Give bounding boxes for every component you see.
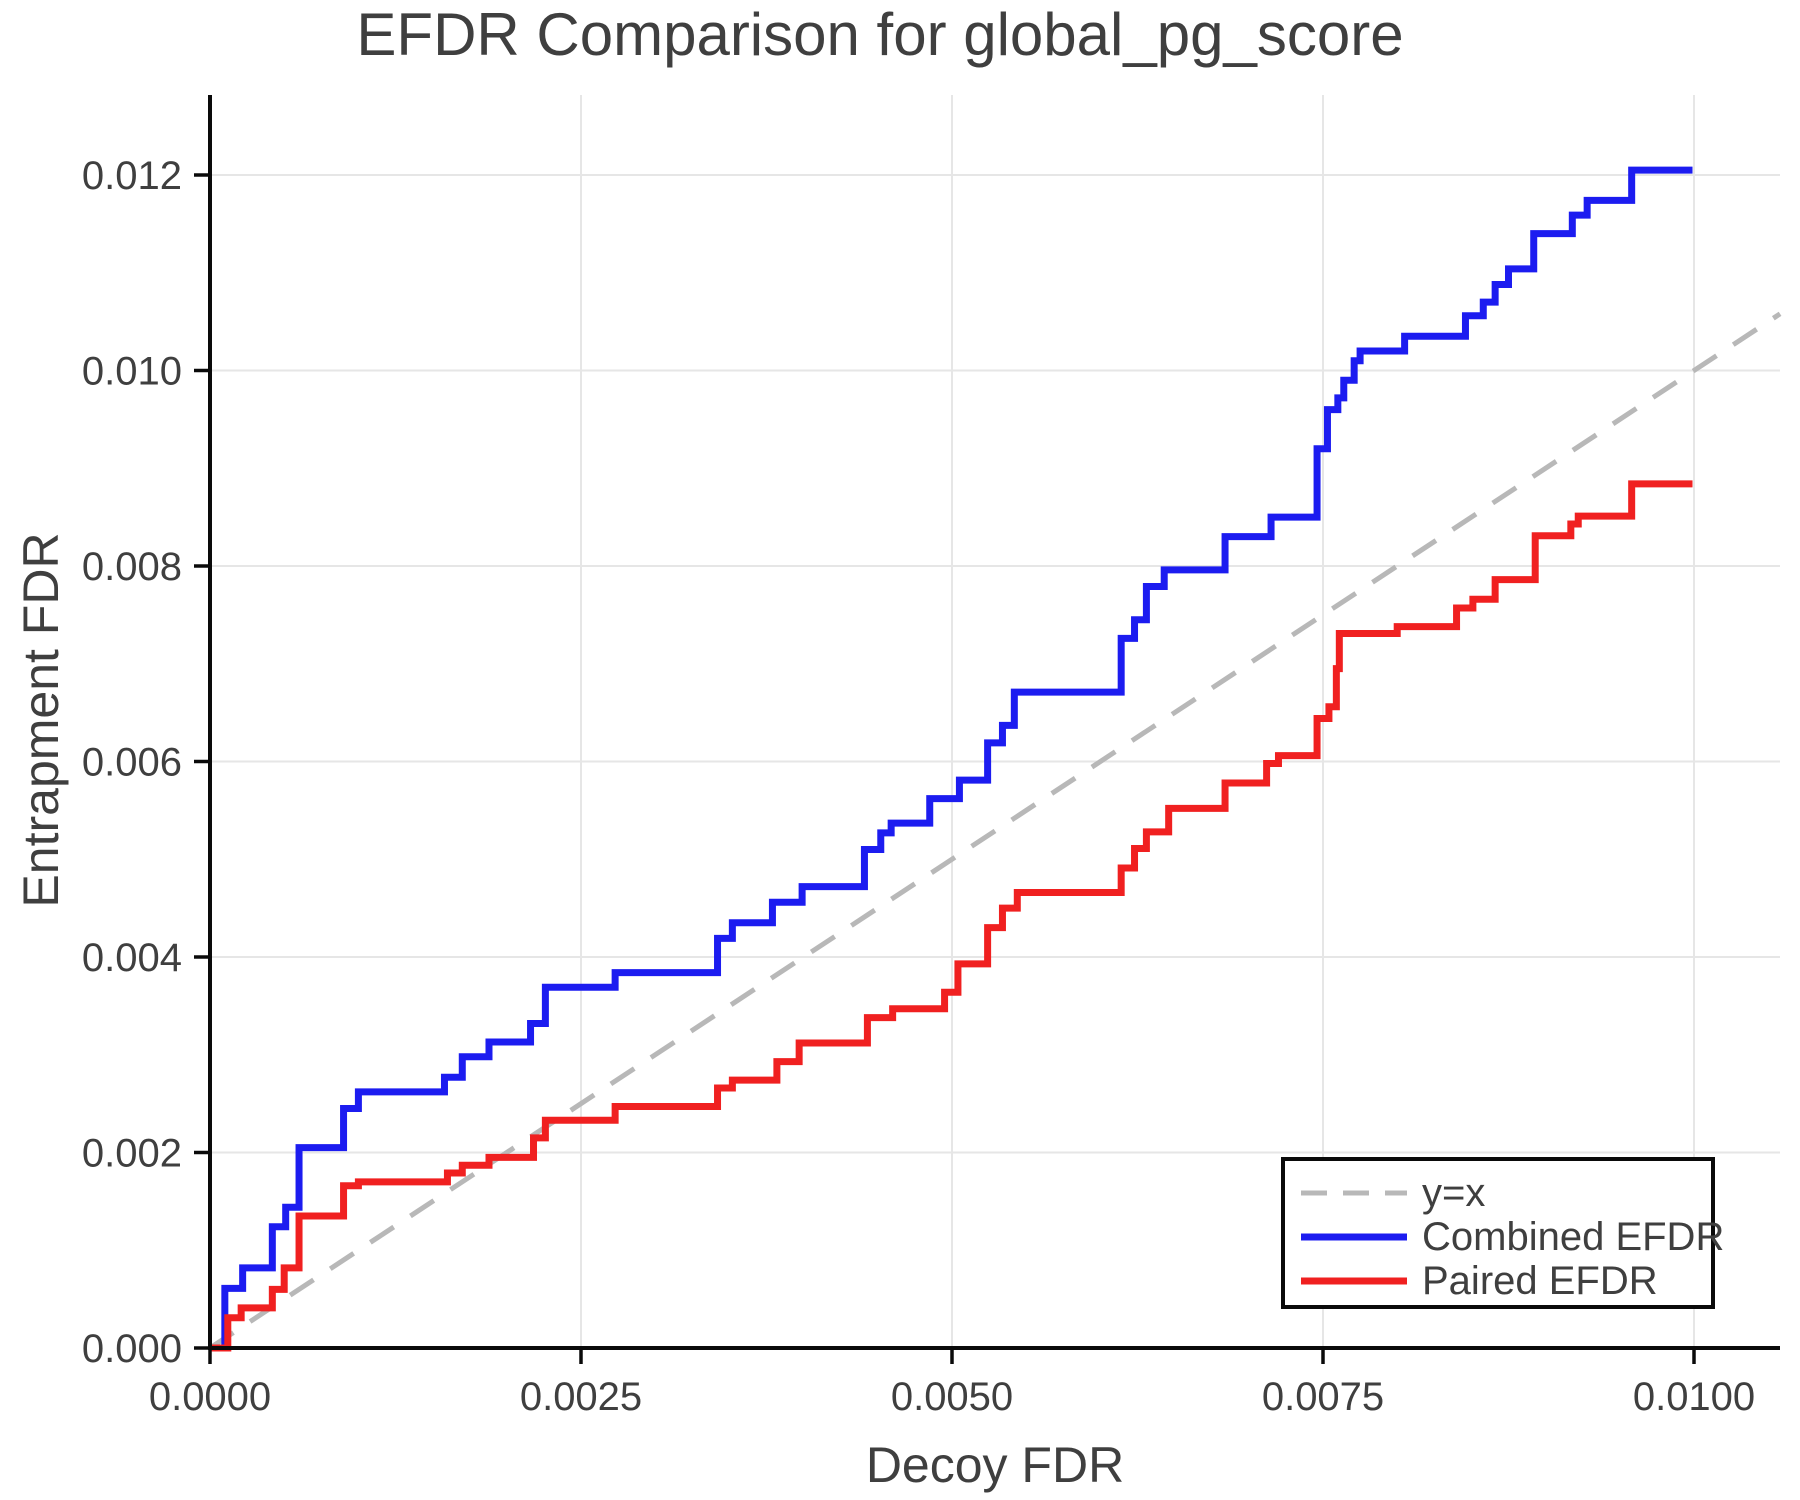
series-combined-efdr: [210, 166, 1693, 1352]
y-tick-label: 0.012: [82, 154, 182, 198]
series-y-x: [208, 311, 1782, 1351]
legend-item-combined: Combined EFDR: [1301, 1215, 1724, 1259]
y-tick-label: 0.002: [82, 1132, 182, 1176]
y-tick-label: 0.010: [82, 350, 182, 394]
y-tick-label: 0.004: [82, 936, 182, 980]
legend-label-paired: Paired EFDR: [1422, 1259, 1658, 1303]
chart-title: EFDR Comparison for global_pg_score: [356, 1, 1403, 68]
legend: y=x Combined EFDR Paired EFDR: [1281, 1157, 1724, 1309]
y-tick-label: 0.008: [82, 545, 182, 589]
x-tick-label: 0.0050: [891, 1375, 1013, 1419]
series-paired-efdr: [210, 480, 1693, 1352]
gridlines: [210, 95, 1780, 1348]
axes-spines: [208, 95, 1780, 1350]
x-tick-label: 0.0025: [520, 1375, 642, 1419]
legend-label-combined: Combined EFDR: [1422, 1215, 1724, 1259]
y-axis-label: Entrapment FDR: [13, 532, 69, 907]
legend-item-paired: Paired EFDR: [1301, 1259, 1658, 1303]
x-axis-label: Decoy FDR: [866, 1437, 1124, 1493]
x-tick-label: 0.0000: [149, 1375, 271, 1419]
y-tick-label: 0.000: [82, 1327, 182, 1371]
y-tick-label: 0.006: [82, 741, 182, 785]
data-series: [208, 166, 1782, 1352]
legend-label-identity: y=x: [1422, 1171, 1485, 1215]
x-tick-label: 0.0075: [1262, 1375, 1384, 1419]
legend-item-identity: y=x: [1301, 1171, 1485, 1215]
x-tick-label: 0.0100: [1633, 1375, 1755, 1419]
axis-tick-labels: 0.0000 0.0025 0.0050 0.0075 0.0100 0.000 0.002…: [82, 154, 1755, 1419]
axis-ticks: [194, 173, 1696, 1364]
